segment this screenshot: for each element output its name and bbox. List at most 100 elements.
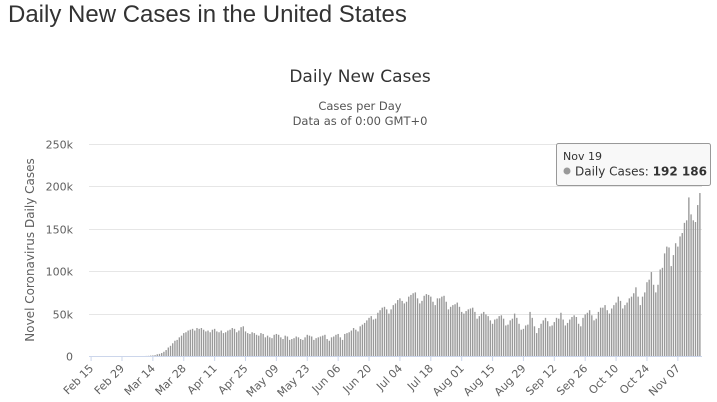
bar[interactable]	[231, 328, 233, 356]
bar[interactable]	[412, 293, 414, 356]
bar[interactable]	[385, 309, 388, 356]
bar[interactable]	[271, 338, 273, 356]
bar[interactable]	[198, 328, 200, 356]
bar[interactable]	[595, 318, 597, 356]
bar[interactable]	[447, 309, 450, 356]
bar[interactable]	[383, 306, 386, 356]
bar[interactable]	[421, 300, 423, 356]
bar[interactable]	[436, 298, 439, 356]
bar[interactable]	[308, 335, 311, 356]
bar[interactable]	[697, 205, 699, 356]
bar[interactable]	[247, 333, 249, 356]
bar[interactable]	[615, 302, 617, 356]
bar[interactable]	[657, 284, 659, 356]
bar[interactable]	[520, 329, 522, 356]
bar[interactable]	[222, 333, 225, 356]
bar[interactable]	[302, 339, 304, 356]
bar[interactable]	[465, 311, 467, 356]
bar[interactable]	[463, 313, 465, 356]
bar[interactable]	[558, 318, 560, 356]
bar[interactable]	[174, 340, 176, 356]
bar[interactable]	[392, 305, 394, 356]
bar[interactable]	[496, 318, 498, 356]
bar[interactable]	[670, 266, 672, 356]
bar[interactable]	[372, 319, 375, 356]
bar[interactable]	[580, 326, 582, 356]
bar[interactable]	[608, 313, 611, 356]
bar[interactable]	[346, 333, 348, 356]
bar[interactable]	[472, 307, 474, 356]
bar[interactable]	[427, 294, 430, 356]
bar[interactable]	[381, 307, 383, 356]
bar[interactable]	[489, 320, 492, 356]
bar[interactable]	[253, 333, 256, 356]
bar[interactable]	[661, 267, 664, 356]
bar[interactable]	[646, 282, 648, 356]
bar[interactable]	[213, 328, 216, 356]
bar[interactable]	[262, 333, 264, 356]
bar[interactable]	[544, 317, 547, 356]
bar[interactable]	[207, 330, 209, 356]
bar[interactable]	[569, 319, 571, 356]
bar[interactable]	[169, 345, 172, 356]
bar[interactable]	[540, 323, 542, 356]
bar[interactable]	[388, 313, 390, 356]
bar[interactable]	[273, 334, 275, 356]
bar[interactable]	[379, 310, 381, 356]
bar[interactable]	[339, 337, 342, 356]
bar-series[interactable]	[145, 193, 701, 357]
bar[interactable]	[593, 320, 595, 356]
bar[interactable]	[311, 336, 313, 357]
bar[interactable]	[158, 353, 161, 356]
bar[interactable]	[355, 329, 357, 356]
bar[interactable]	[516, 317, 518, 356]
bar[interactable]	[639, 305, 642, 356]
bar[interactable]	[156, 354, 158, 356]
bar[interactable]	[560, 312, 562, 356]
bar[interactable]	[683, 222, 686, 356]
bar[interactable]	[403, 303, 406, 356]
bar[interactable]	[227, 330, 229, 356]
bar[interactable]	[333, 336, 335, 357]
bar[interactable]	[509, 320, 511, 356]
bar[interactable]	[498, 316, 500, 356]
bar[interactable]	[485, 314, 487, 356]
bar[interactable]	[456, 302, 458, 356]
bar[interactable]	[394, 303, 397, 356]
bar[interactable]	[363, 322, 366, 356]
bar[interactable]	[668, 247, 670, 356]
bar[interactable]	[313, 339, 315, 356]
bar[interactable]	[154, 355, 156, 356]
bar[interactable]	[692, 220, 694, 356]
bar[interactable]	[637, 296, 639, 356]
bar[interactable]	[260, 333, 262, 356]
bar[interactable]	[513, 313, 516, 356]
bar[interactable]	[659, 269, 661, 357]
bar[interactable]	[359, 326, 361, 356]
bar[interactable]	[500, 315, 503, 356]
bar[interactable]	[491, 323, 494, 356]
bar[interactable]	[348, 332, 350, 356]
bar[interactable]	[441, 296, 443, 356]
bar[interactable]	[183, 333, 185, 356]
bar[interactable]	[249, 333, 251, 356]
bar[interactable]	[152, 355, 154, 356]
bar[interactable]	[507, 324, 509, 356]
bar[interactable]	[681, 233, 683, 356]
bar[interactable]	[619, 300, 622, 356]
bar[interactable]	[663, 253, 666, 356]
bar[interactable]	[522, 328, 525, 356]
bar[interactable]	[584, 314, 586, 356]
bar[interactable]	[370, 316, 372, 356]
bar[interactable]	[524, 325, 527, 356]
bar[interactable]	[390, 309, 392, 356]
bar[interactable]	[571, 316, 573, 356]
bar[interactable]	[452, 305, 454, 356]
bar[interactable]	[694, 222, 697, 356]
bar[interactable]	[288, 339, 291, 356]
bar[interactable]	[293, 338, 295, 356]
bar[interactable]	[599, 307, 602, 356]
bar[interactable]	[397, 300, 399, 356]
bar[interactable]	[165, 350, 167, 356]
bar[interactable]	[467, 309, 469, 356]
